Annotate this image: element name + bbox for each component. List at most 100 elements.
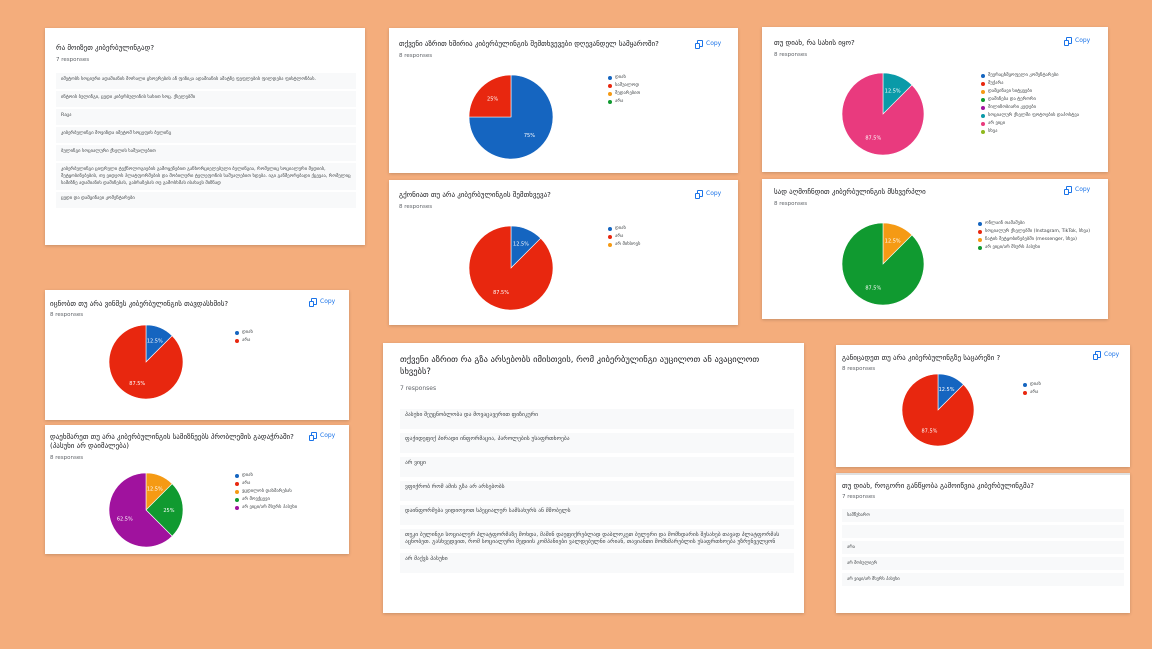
response-list[interactable]: იმეტობს სოციური ადამიანის მორალი ცხოვრებ…	[56, 73, 356, 210]
pie-slice-label: 12.5%	[513, 242, 529, 248]
chart-card-stress: განიცადეთ თუ არა კიბერბულინგზე საცარეზი …	[836, 345, 1130, 467]
copy-button[interactable]: Copy	[309, 432, 336, 441]
legend-item: დიახ	[608, 75, 728, 81]
chart-card-place: სად აღმოჩნდით კიბერბულინგის მსხვერპლი 8 …	[762, 179, 1108, 319]
pie-slice	[901, 373, 975, 447]
response-card-definition: რა მოიზეთ კიბერბულინგად? 7 responses იმე…	[45, 28, 365, 245]
response-item: არ მოსულიერ	[842, 557, 1124, 570]
chart-legend: დიახ არა ვცდილობ დახმარებას არ მოვქცევი არ ვ…	[235, 473, 335, 513]
response-item: ფაქიდეფიქ პირადი ინფორმაცია, პაროლების უ…	[400, 433, 794, 453]
response-count: 7 responses	[56, 57, 90, 63]
legend-item: არა	[608, 99, 728, 105]
legend-swatch	[981, 98, 985, 102]
pie-chart: 12.5% 25% 62.5%	[108, 472, 184, 548]
response-card-mood: თუ დიახ, როგორი განწყობა გამოიწვია კიბერ…	[836, 473, 1130, 613]
question-title: სად აღმოჩნდით კიბერბულინგის მსხვერპლი	[774, 188, 926, 196]
legend-label: დიახ	[242, 473, 253, 478]
pie-slice	[468, 225, 554, 311]
pie-chart: 12.5% 87.5%	[841, 222, 925, 306]
legend-label: დიახ	[242, 330, 253, 335]
response-item: დაინფორმება ვიდიოვოთ სპეციალურ სამსახურს…	[400, 505, 794, 525]
question-title: თუ დიახ, რა სახის იყო?	[774, 39, 855, 47]
copy-icon	[309, 298, 317, 307]
question-title: განიცადეთ თუ არა კიბერბულინგზე საცარეზი …	[842, 354, 1001, 362]
copy-button[interactable]: Copy	[695, 40, 722, 49]
response-list[interactable]: სამწუხარო არა არ მოსულიერ არ ვიცი/არ მსურს …	[842, 509, 1124, 589]
legend-swatch	[981, 106, 985, 110]
legend-label: არა	[242, 481, 251, 486]
pie-slice	[468, 74, 554, 160]
legend-swatch	[978, 238, 982, 242]
legend-swatch	[608, 235, 612, 239]
legend-label: სოციალურ ქსელებში (Instagram, TikTok, სხ…	[985, 229, 1091, 234]
legend-swatch	[981, 82, 985, 86]
legend-item: დიახ	[1023, 382, 1103, 388]
chart-legend: დიახ არა	[1023, 382, 1103, 398]
legend-swatch	[235, 506, 239, 510]
pie-chart: 12.5% 87.5%	[108, 324, 184, 400]
chart-card-help: დაეხმარეთ თუ არა კიბერბულინგის სამიზნეებ…	[45, 425, 349, 554]
response-item: ბულინგი სოციალური ქსელის საშუალებით	[56, 145, 356, 161]
pie-slice-label: 25%	[163, 508, 174, 514]
legend-item: დიახ	[235, 330, 315, 336]
response-count: 8 responses	[50, 455, 84, 461]
legend-swatch	[608, 76, 612, 80]
copy-button[interactable]: Copy	[1064, 37, 1090, 46]
response-count: 8 responses	[842, 366, 876, 372]
legend-label: დიახ	[1030, 382, 1041, 387]
response-count: 8 responses	[774, 52, 808, 58]
legend-item: ჩატის შეტყობინებებში (messenger, სხვა)	[978, 237, 1103, 243]
legend-item: შეურაცხმყოფელი კომენტარები	[981, 73, 1101, 79]
question-title: გქონიათ თუ არა კიბერბულინგის შემთხვევა?	[399, 191, 551, 199]
legend-item: არა	[1023, 390, 1103, 396]
pie-slice	[108, 324, 184, 400]
copy-icon	[309, 432, 317, 441]
legend-label: არ ვიცი/არ მსურს პასუხი	[242, 505, 298, 510]
legend-label: არა	[615, 234, 624, 239]
copy-button[interactable]: Copy	[1093, 351, 1119, 360]
copy-label: Copy	[706, 190, 722, 197]
legend-item: შედარებით	[608, 91, 728, 97]
pie-slice-label: 12.5%	[885, 88, 901, 94]
response-card-prevention: თქვენი აზრით რა გზა არსებობს იმისთვის, რ…	[383, 343, 804, 613]
legend-swatch	[235, 482, 239, 486]
chart-card-know: იცნობთ თუ არა ვინმეს კიბერბულინგის თავდა…	[45, 290, 349, 420]
pie-slice-label: 12.5%	[147, 487, 163, 493]
response-item: პასუხი შეუცნობლობა და მოვაცავერით ფიზიკუ…	[400, 409, 794, 429]
legend-label: დიახ	[615, 226, 626, 231]
copy-label: Copy	[706, 40, 722, 47]
copy-label: Copy	[320, 432, 336, 439]
legend-item: არ მიხსოვს	[608, 242, 728, 248]
copy-button[interactable]: Copy	[309, 298, 335, 307]
legend-label: დაშინება და ტერორი	[988, 97, 1036, 102]
response-list[interactable]: პასუხი შეუცნობლობა და მოვაცავერით ფიზიკუ…	[400, 409, 794, 577]
legend-label: არ მოვქცევი	[242, 497, 270, 502]
pie-slice-label: 87.5%	[493, 290, 509, 296]
legend-swatch	[608, 92, 612, 96]
legend-swatch	[608, 100, 612, 104]
legend-item: სოციალურ ქსელში ფოტოების დაპოსტვა	[981, 113, 1101, 119]
legend-swatch	[1023, 391, 1027, 395]
response-count: 8 responses	[399, 53, 433, 59]
legend-label: არა	[1030, 390, 1039, 395]
legend-item: არ ვიცი/არ მსურს პასუხი	[235, 505, 335, 511]
response-item: არ მაქვს პასუხი	[400, 553, 794, 573]
pie-slice-label: 87.5%	[865, 135, 881, 141]
pie-slice	[468, 74, 512, 118]
legend-swatch	[235, 331, 239, 335]
legend-label: შეურაცხმყოფელი კომენტარები	[988, 73, 1059, 78]
copy-button[interactable]: Copy	[695, 190, 722, 199]
legend-item: სხვა	[981, 129, 1101, 135]
legend-swatch	[235, 498, 239, 502]
copy-button[interactable]: Copy	[1064, 186, 1090, 195]
response-count: 8 responses	[50, 312, 84, 318]
legend-item: მუქარა	[981, 81, 1101, 87]
response-item: ინტოის ბულინგი, ცუდი კიბერბულინის სახით …	[56, 91, 356, 107]
copy-icon	[695, 190, 703, 199]
legend-swatch	[978, 230, 982, 234]
legend-label: სხვა	[988, 129, 998, 134]
legend-item: არა	[235, 481, 335, 487]
legend-item: შილიზობიარი კედები	[981, 105, 1101, 111]
chart-card-type: თუ დიახ, რა სახის იყო? 8 responses Copy …	[762, 27, 1108, 172]
legend-item: არა	[608, 234, 728, 240]
